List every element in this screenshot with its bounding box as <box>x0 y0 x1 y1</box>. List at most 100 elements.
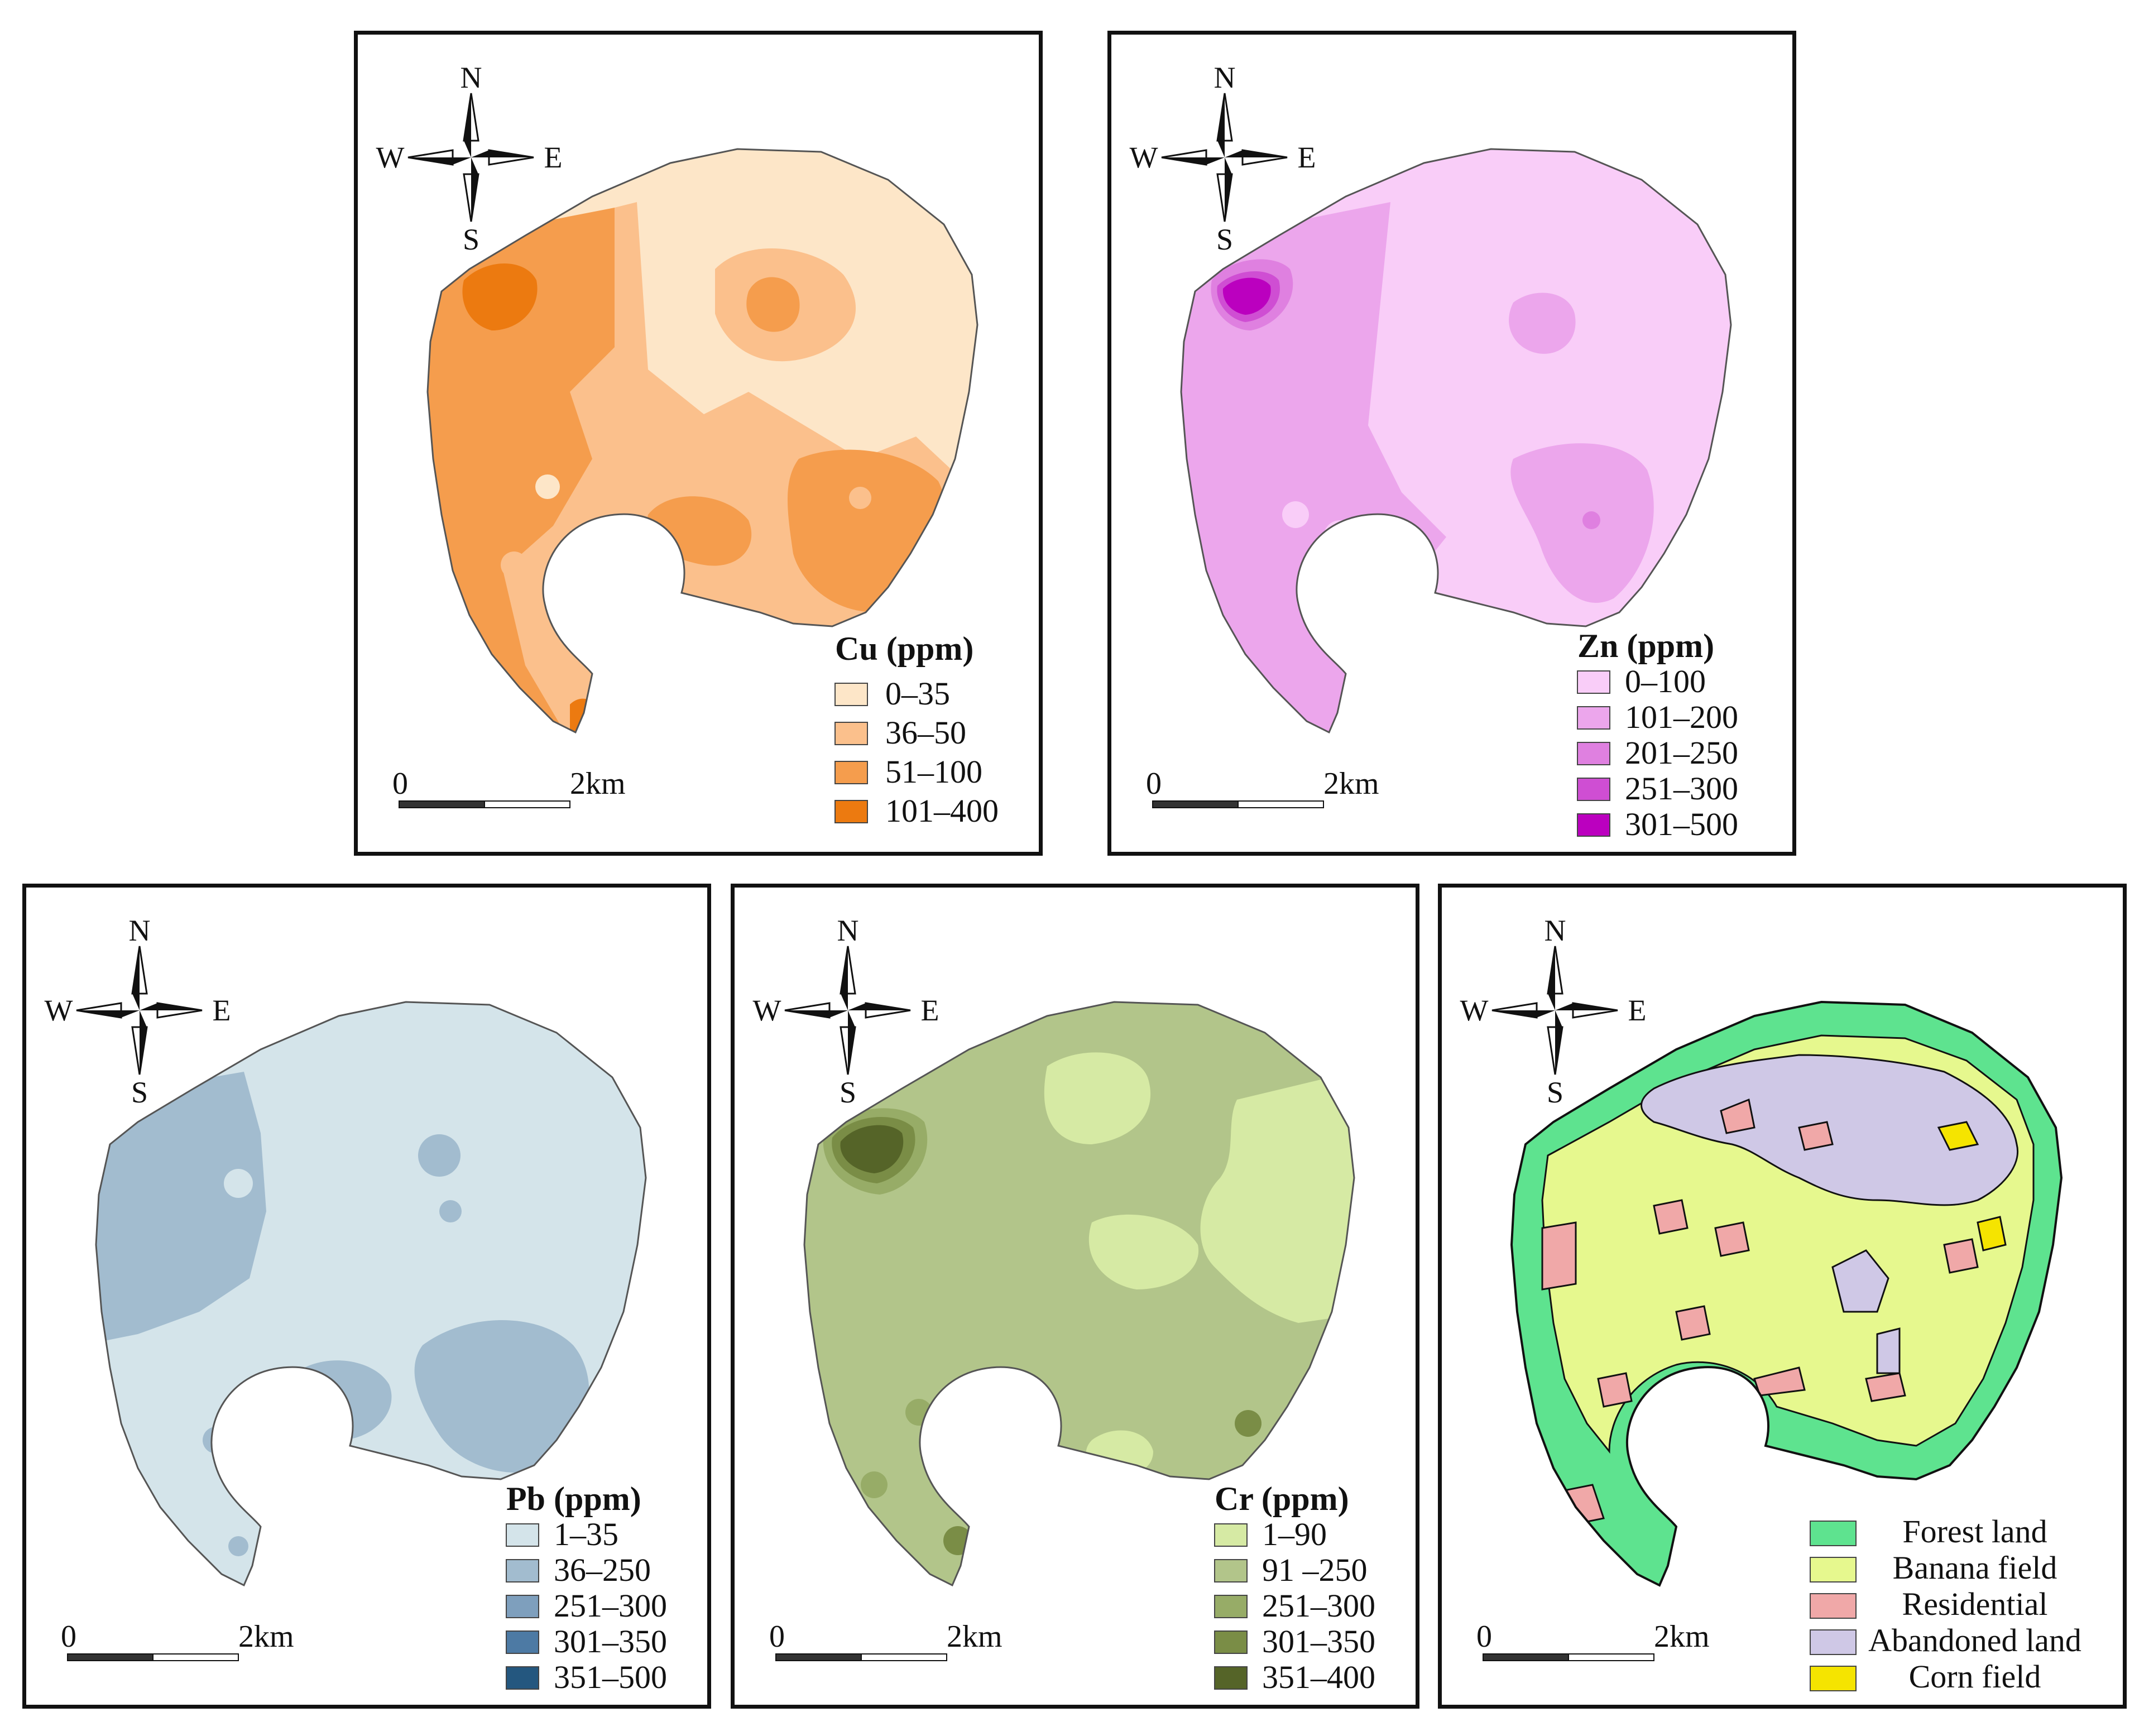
compass-east-label: E <box>1628 994 1647 1027</box>
compass-north-label: N <box>461 61 482 94</box>
residential-patch <box>1798 1121 1834 1151</box>
zn-map-panel: N S W E 0 2km Zn (ppm) 0–100 101–200 201… <box>1107 31 1796 856</box>
cr-legend-label: 1–90 <box>1262 1516 1327 1552</box>
compass-north-label: N <box>129 914 151 947</box>
cu-class-51-100-patch-north <box>746 277 800 332</box>
pb-legend-label: 351–500 <box>554 1659 667 1695</box>
cr-legend-swatch <box>1214 1523 1248 1547</box>
pb-legend-label: 36–250 <box>554 1552 651 1588</box>
compass-rose: N S W E <box>376 61 563 256</box>
scale-end-label: 2km <box>947 1619 1003 1654</box>
landuse-legend: Forest land Banana field Residential Aba… <box>1810 1513 2081 1695</box>
compass-rose: N S W E <box>1130 61 1316 256</box>
cr-spot <box>905 1399 932 1426</box>
compass-east-label: E <box>1298 141 1316 174</box>
compass-west-label: W <box>376 141 405 174</box>
corn-field-patch <box>1977 1216 2007 1251</box>
pb-patch <box>203 1427 229 1454</box>
compass-north-label: N <box>837 914 859 947</box>
zn-legend-label: 301–500 <box>1625 806 1738 842</box>
residential-patch <box>1720 1098 1756 1134</box>
compass-west-label: W <box>45 994 73 1027</box>
cu-map-panel: N S W E 0 2km Cu (ppm) 0–35 36–50 51–100… <box>354 31 1043 856</box>
residential-patch <box>1714 1221 1750 1257</box>
scale-end-label: 2km <box>1654 1619 1710 1654</box>
pb-legend-title: Pb (ppm) <box>506 1480 641 1517</box>
scale-bar: 0 2km <box>61 1619 294 1661</box>
scale-start-label: 0 <box>61 1619 76 1654</box>
landuse-legend-label: Corn field <box>1909 1658 2041 1695</box>
cu-legend-label: 101–400 <box>885 793 999 829</box>
cr-class-1-90-area-east <box>1200 1066 1354 1323</box>
zn-low-spot <box>1282 501 1309 528</box>
zn-class-101-200-patch-east <box>1510 443 1654 603</box>
compass-west-label: W <box>753 994 781 1027</box>
cr-spot <box>861 1471 888 1498</box>
zn-legend: Zn (ppm) 0–100 101–200 201–250 251–300 3… <box>1577 627 1738 842</box>
zn-legend-swatch <box>1577 706 1610 730</box>
landuse-legend-label: Residential <box>1902 1586 2048 1622</box>
pb-legend-label: 301–350 <box>554 1623 667 1660</box>
compass-south-label: S <box>1547 1076 1563 1109</box>
scale-start-label: 0 <box>392 766 408 801</box>
compass-east-label: E <box>213 994 231 1027</box>
cu-low-spot <box>745 478 774 507</box>
cr-legend-label: 251–300 <box>1262 1588 1375 1624</box>
abandoned-land-patch <box>1831 1249 1889 1313</box>
zn-low-spot <box>1323 520 1357 554</box>
cu-legend-swatch <box>834 800 868 823</box>
zn-legend-label: 251–300 <box>1625 770 1738 807</box>
scale-end-label: 2km <box>1323 766 1379 801</box>
compass-north-label: N <box>1545 914 1566 947</box>
pb-class-36-250-area-east <box>414 1320 589 1473</box>
scale-bar: 0 2km <box>1146 766 1379 808</box>
cr-map-panel: N S W E 0 2km Cr (ppm) 1–90 91 –250 251–… <box>731 884 1419 1709</box>
residential-patch <box>1541 1221 1577 1291</box>
zn-legend-swatch <box>1577 670 1610 694</box>
cr-spot <box>955 1398 984 1427</box>
landuse-legend-swatch <box>1810 1666 1857 1691</box>
scale-start-label: 0 <box>769 1619 785 1654</box>
pb-legend-swatch <box>506 1631 539 1654</box>
zn-legend-title: Zn (ppm) <box>1577 627 1714 664</box>
cu-legend-label: 36–50 <box>885 714 966 751</box>
abandoned-land-patch <box>1876 1327 1901 1374</box>
cu-low-spot <box>501 552 527 578</box>
compass-rose: N S W E <box>753 914 939 1109</box>
pb-legend-swatch <box>506 1666 539 1690</box>
landuse-legend-label: Abandoned land <box>1868 1622 2081 1658</box>
residential-patch <box>1597 1372 1633 1408</box>
zn-class-301-500-patch <box>1222 277 1271 315</box>
landuse-legend-swatch <box>1810 1629 1857 1655</box>
cr-legend-swatch <box>1214 1595 1248 1618</box>
landuse-map: N S W E 0 2km Forest land Banana field R… <box>1460 914 2081 1695</box>
compass-east-label: E <box>544 141 563 174</box>
zn-legend-swatch <box>1577 813 1610 837</box>
compass-east-label: E <box>921 994 939 1027</box>
compass-west-label: W <box>1130 141 1158 174</box>
cu-legend-title: Cu (ppm) <box>835 630 973 667</box>
zn-map: N S W E 0 2km Zn (ppm) 0–100 101–200 201… <box>1130 61 1738 842</box>
pb-legend-swatch <box>506 1523 539 1547</box>
cu-low-spot <box>535 474 560 499</box>
pb-map: N S W E 0 2km Pb (ppm) 1–35 36–250 251–3… <box>45 914 667 1695</box>
compass-rose: N S W E <box>1460 914 1647 1109</box>
landuse-legend-swatch <box>1810 1593 1857 1619</box>
pb-legend-label: 251–300 <box>554 1588 667 1624</box>
cr-legend-label: 301–350 <box>1262 1623 1375 1660</box>
landuse-map-panel: N S W E 0 2km Forest land Banana field R… <box>1438 884 2127 1709</box>
landuse-legend-swatch <box>1810 1521 1857 1546</box>
cu-legend-swatch <box>834 761 868 784</box>
pb-low-spot <box>224 1169 253 1198</box>
compass-rose: N S W E <box>45 914 231 1109</box>
cr-class-351-400-patch <box>840 1125 904 1173</box>
cr-map: N S W E 0 2km Cr (ppm) 1–90 91 –250 251–… <box>753 914 1375 1695</box>
pb-patch <box>418 1134 461 1177</box>
landuse-legend-label: Banana field <box>1893 1550 2057 1586</box>
scale-end-label: 2km <box>238 1619 294 1654</box>
compass-south-label: S <box>840 1076 856 1109</box>
cr-legend-label: 91 –250 <box>1262 1552 1368 1588</box>
cu-map: N S W E 0 2km Cu (ppm) 0–35 36–50 51–100… <box>376 61 999 829</box>
cu-class-101-400-patch <box>462 263 538 330</box>
residential-patch <box>1865 1372 1906 1402</box>
